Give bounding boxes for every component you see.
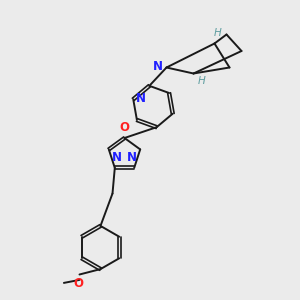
Text: H: H	[214, 28, 221, 38]
Text: O: O	[73, 277, 83, 290]
Text: N: N	[112, 151, 122, 164]
Text: N: N	[153, 60, 163, 73]
Text: N: N	[127, 151, 137, 164]
Text: H: H	[198, 76, 206, 86]
Text: O: O	[119, 122, 130, 134]
Text: N: N	[136, 92, 146, 105]
